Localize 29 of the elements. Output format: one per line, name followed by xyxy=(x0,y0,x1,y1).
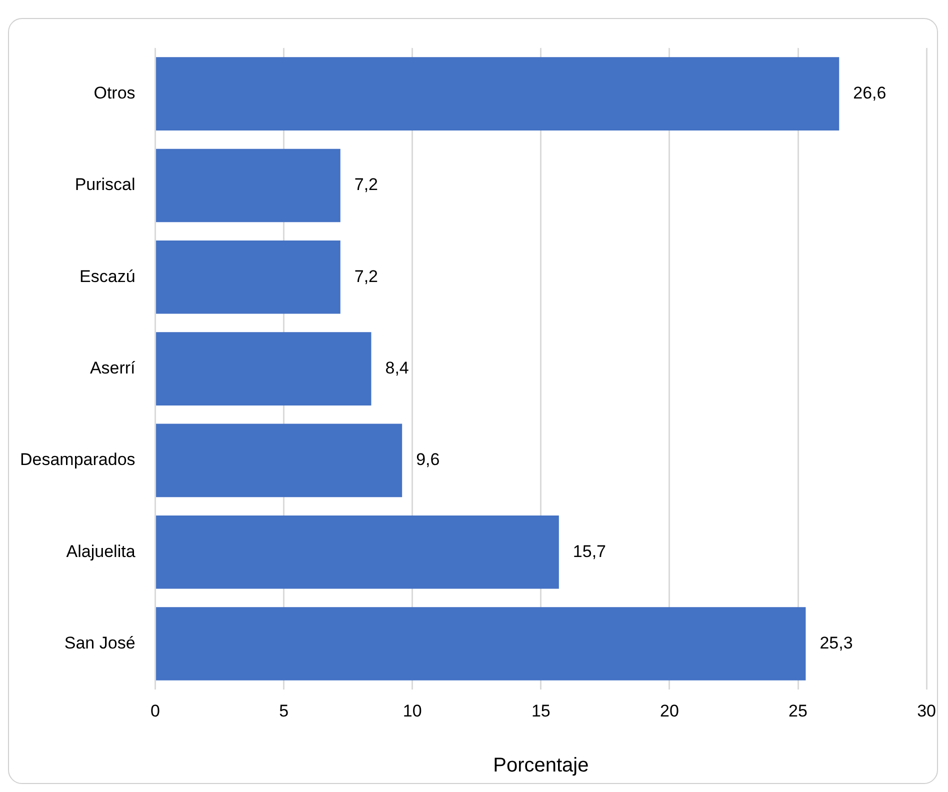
bar xyxy=(156,515,559,589)
y-tick-label: San José xyxy=(64,633,136,652)
x-tick-label: 30 xyxy=(917,701,936,720)
data-label: 26,6 xyxy=(853,84,886,103)
bar xyxy=(156,240,340,314)
x-tick-label: 25 xyxy=(788,701,808,720)
x-tick-label: 20 xyxy=(660,701,679,720)
data-label: 8,4 xyxy=(385,358,409,378)
bar xyxy=(156,607,806,680)
data-label: 7,2 xyxy=(354,266,378,286)
bar xyxy=(156,332,372,406)
x-tick-label: 0 xyxy=(150,701,160,720)
x-tick-label: 10 xyxy=(402,701,422,720)
data-label: 25,3 xyxy=(820,633,853,652)
data-label: 7,2 xyxy=(354,175,378,194)
y-tick-label: Puriscal xyxy=(74,175,136,194)
x-tick-label: 15 xyxy=(531,701,550,720)
x-tick-label: 5 xyxy=(279,701,289,720)
bar xyxy=(156,148,340,222)
y-tick-label: Escazú xyxy=(80,266,136,286)
y-tick-label: Desamparados xyxy=(20,450,136,470)
y-tick-label: Alajuelita xyxy=(66,542,136,561)
data-label: 9,6 xyxy=(416,450,440,470)
bar xyxy=(156,424,402,498)
x-axis-title: Porcentaje xyxy=(493,754,589,777)
y-tick-label: Otros xyxy=(94,84,136,103)
data-label: 15,7 xyxy=(572,542,606,561)
bar xyxy=(156,57,840,130)
y-tick-label: Aserrí xyxy=(90,358,136,378)
